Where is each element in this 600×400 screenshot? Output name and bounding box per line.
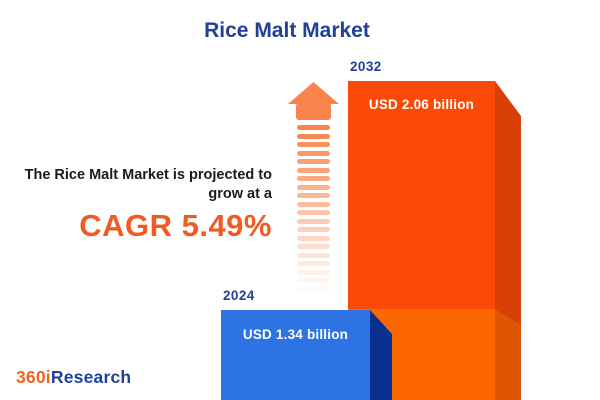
growth-arrow-dash-trail [297, 125, 330, 295]
growth-arrow-dash [297, 227, 330, 232]
logo-suffix: Research [50, 367, 132, 387]
growth-arrow-dash [297, 286, 330, 292]
growth-arrow-dash [297, 176, 330, 181]
growth-arrow-dash [297, 278, 330, 283]
growth-arrow-dash [297, 184, 330, 190]
bar-2024-year-label: 2024 [223, 288, 255, 303]
growth-arrow-dash [297, 150, 330, 156]
bar-2032-year-label: 2032 [350, 59, 382, 74]
projection-line-1: The Rice Malt Market is projected to [24, 167, 272, 183]
growth-arrow-dash [297, 252, 330, 258]
growth-arrow-dash [297, 261, 330, 266]
growth-arrow-dash [297, 142, 330, 147]
bar-2024-value-label: USD 1.34 billion [242, 327, 349, 342]
growth-arrow-dash [297, 133, 330, 139]
bar-2024-side-face [370, 310, 392, 400]
growth-arrow-neck [296, 103, 331, 120]
growth-arrow-dash [297, 125, 330, 130]
logo-360iresearch: 360iResearch [16, 367, 131, 388]
growth-arrow-dash [297, 210, 330, 215]
growth-arrow-dash [297, 218, 330, 224]
growth-arrow-dash [297, 269, 330, 275]
growth-arrow-dash [297, 193, 330, 198]
growth-arrow-dash [297, 167, 330, 173]
cagr-value: CAGR 5.49% [79, 207, 272, 243]
logo-prefix: 360i [16, 367, 51, 387]
bar-2024-front-face [221, 310, 370, 400]
bar-2032-side-face [495, 81, 521, 400]
projection-text: The Rice Malt Market is projected to gro… [25, 166, 272, 244]
growth-arrow-dash [297, 159, 330, 164]
growth-arrow-dash [297, 244, 330, 249]
growth-arrow-dash [297, 201, 330, 207]
bar-2032-side-face-lower [495, 309, 521, 400]
page-title: Rice Malt Market [204, 19, 370, 42]
growth-arrow-icon [288, 82, 339, 104]
projection-line-2: grow at a [208, 185, 272, 202]
bar-2032-value-label: USD 2.06 billion [368, 97, 475, 112]
growth-arrow-dash [297, 235, 330, 241]
